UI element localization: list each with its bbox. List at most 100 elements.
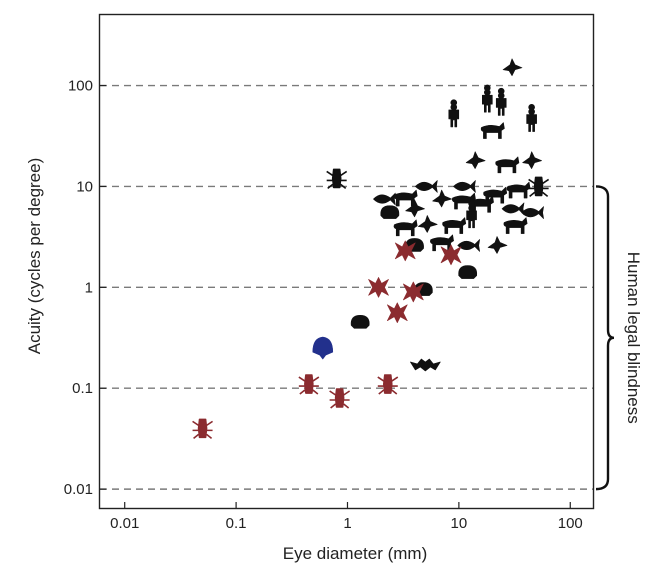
giraffe-icon-shape bbox=[526, 104, 537, 132]
parrot-icon-shape bbox=[487, 236, 508, 254]
y-tick-label: 100 bbox=[68, 78, 93, 95]
x-tick-label: 0.01 bbox=[110, 515, 139, 532]
monkey-icon-shape bbox=[482, 84, 493, 113]
butterfly-icon bbox=[403, 281, 424, 303]
legal-blindness-label: Human legal blindness bbox=[624, 252, 643, 424]
plot-frame bbox=[98, 13, 595, 510]
ostrich-icon bbox=[522, 151, 542, 169]
axis-ticks: 0.01 0.1 1 10 100 0.01 0.1 1 10 100 bbox=[64, 78, 583, 532]
butterfly-icon bbox=[368, 277, 389, 298]
cheetah-icon bbox=[480, 122, 505, 139]
bear-icon bbox=[503, 217, 528, 234]
gridlines bbox=[100, 84, 593, 490]
turtle-icon-shape bbox=[380, 205, 400, 219]
horse-icon-shape bbox=[506, 181, 531, 199]
camel-icon bbox=[495, 156, 520, 174]
shark-icon-shape bbox=[453, 180, 476, 193]
human-icon bbox=[495, 87, 507, 116]
mantis-icon bbox=[394, 240, 416, 262]
fruitfly-icon bbox=[192, 418, 214, 440]
bird-icon-shape bbox=[405, 199, 425, 218]
ant-icon bbox=[329, 388, 351, 409]
lion-icon-shape bbox=[483, 186, 508, 204]
ant-icon-shape bbox=[329, 388, 351, 409]
sloth-icon-shape bbox=[458, 265, 478, 279]
bear-icon-shape bbox=[503, 217, 528, 234]
owl-icon bbox=[432, 189, 452, 208]
y-tick-label: 10 bbox=[76, 178, 93, 195]
parrot-icon bbox=[487, 236, 508, 254]
shark-icon bbox=[453, 180, 476, 193]
sealion-icon-shape bbox=[501, 202, 525, 216]
fly-icon bbox=[298, 374, 320, 395]
fruitfly-icon-shape bbox=[192, 418, 214, 440]
ostrich-icon-shape bbox=[522, 151, 542, 169]
duck-icon bbox=[417, 215, 438, 233]
data-points bbox=[192, 58, 550, 440]
seal-icon bbox=[457, 239, 480, 252]
cheetah-icon-shape bbox=[480, 122, 505, 139]
sloth-icon bbox=[458, 265, 478, 279]
y-tick-label: 0.1 bbox=[72, 380, 93, 397]
deer-icon-shape bbox=[442, 217, 467, 234]
dragonfly-icon bbox=[440, 244, 462, 266]
goldfish-icon bbox=[373, 192, 396, 206]
mantis-icon-shape bbox=[394, 240, 416, 262]
cricket-icon-shape bbox=[377, 374, 399, 395]
turtle-icon bbox=[380, 205, 400, 219]
spider-icon bbox=[326, 168, 348, 190]
duck-icon-shape bbox=[417, 215, 438, 233]
scallop-icon bbox=[312, 336, 334, 360]
dragonfly-icon-shape bbox=[440, 244, 462, 266]
penguin-icon bbox=[465, 151, 486, 169]
scallop-icon-shape bbox=[312, 336, 334, 360]
legal-blindness-bracket bbox=[595, 185, 615, 491]
dolphin-icon bbox=[521, 206, 544, 219]
bat-icon-shape bbox=[410, 358, 441, 372]
butterfly-icon-shape bbox=[368, 277, 389, 298]
owl-icon-shape bbox=[432, 189, 452, 208]
eagle-icon-shape bbox=[502, 58, 523, 77]
giraffe-icon bbox=[526, 104, 537, 132]
bat-icon bbox=[410, 358, 441, 372]
sealion-icon bbox=[501, 202, 525, 216]
rabbit-icon-shape bbox=[393, 189, 418, 207]
y-axis-label: Acuity (cycles per degree) bbox=[25, 158, 44, 355]
x-tick-label: 10 bbox=[451, 515, 468, 532]
bird-icon bbox=[405, 199, 425, 218]
primate-icon bbox=[448, 99, 460, 128]
x-tick-label: 100 bbox=[558, 515, 583, 532]
kangaroo-icon bbox=[466, 200, 477, 229]
squirrel-icon-shape bbox=[393, 219, 418, 237]
rabbit-icon bbox=[393, 189, 418, 207]
deer-icon bbox=[442, 217, 467, 234]
penguin-icon-shape bbox=[465, 151, 486, 169]
x-axis-label: Eye diameter (mm) bbox=[283, 544, 428, 563]
bee-icon-shape bbox=[386, 302, 408, 324]
eagle-icon bbox=[502, 58, 523, 77]
fly-icon-shape bbox=[298, 374, 320, 395]
crocodile-icon bbox=[415, 180, 438, 193]
cricket-icon bbox=[377, 374, 399, 395]
bee-icon bbox=[386, 302, 408, 324]
y-tick-label: 0.01 bbox=[64, 481, 93, 498]
monkey-icon bbox=[482, 84, 493, 113]
mouse-icon-shape bbox=[350, 315, 370, 329]
horse-icon bbox=[506, 181, 531, 199]
y-tick-label: 1 bbox=[85, 279, 93, 296]
lion-icon bbox=[483, 186, 508, 204]
dolphin-icon-shape bbox=[521, 206, 544, 219]
squirrel-icon bbox=[393, 219, 418, 237]
x-tick-label: 0.1 bbox=[226, 515, 247, 532]
mouse-icon bbox=[350, 315, 370, 329]
elephant-icon bbox=[528, 176, 550, 198]
goldfish-icon-shape bbox=[373, 192, 396, 206]
spider-icon-shape bbox=[326, 168, 348, 190]
camel-icon-shape bbox=[495, 156, 520, 174]
butterfly-icon-shape bbox=[403, 281, 424, 303]
seal-icon-shape bbox=[457, 239, 480, 252]
human-icon-shape bbox=[495, 87, 507, 116]
primate-icon-shape bbox=[448, 99, 460, 128]
elephant-icon-shape bbox=[528, 176, 550, 198]
